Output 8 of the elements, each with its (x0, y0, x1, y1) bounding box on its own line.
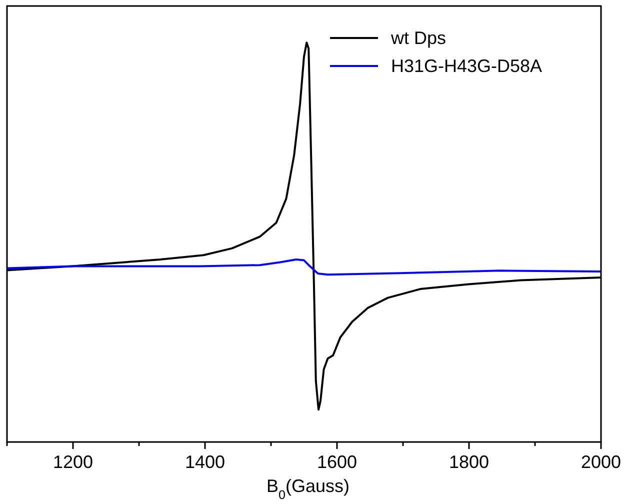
x-tick-label: 1400 (184, 452, 226, 472)
x-axis-title: B$_{0}$(Gauss) (266, 476, 350, 502)
x-tick-label: 2000 (580, 452, 622, 472)
legend-label: wt Dps (390, 28, 446, 48)
legend-label: H31G-H43G-D58A (391, 56, 542, 76)
x-tick-label: 1800 (448, 452, 490, 472)
x-tick-label: 1600 (316, 452, 358, 472)
x-tick-label: 1200 (52, 452, 94, 472)
